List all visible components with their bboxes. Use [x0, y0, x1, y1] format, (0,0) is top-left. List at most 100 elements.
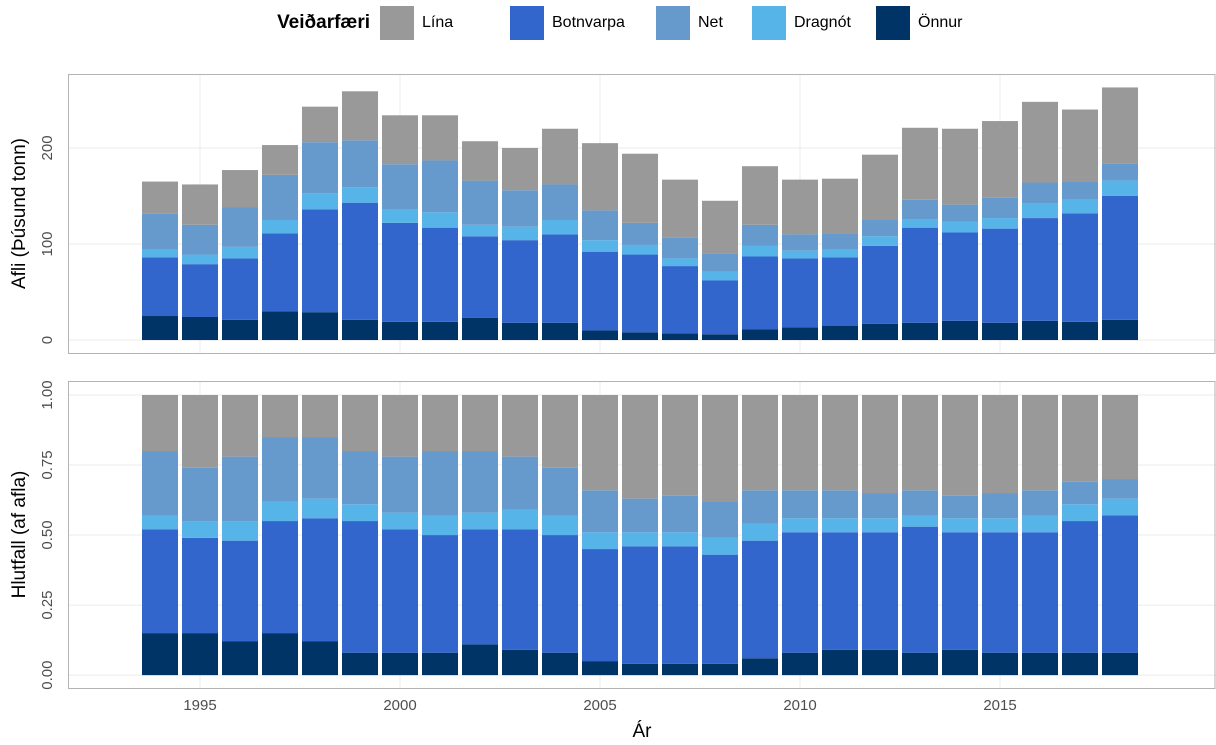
bar-segment [942, 320, 978, 341]
bar-segment [1062, 181, 1098, 200]
bar-segment [1062, 481, 1098, 505]
bar-segment [422, 212, 458, 228]
bar-segment [302, 437, 338, 499]
bar-segment [262, 437, 298, 502]
bar-segment [1022, 652, 1058, 676]
bar-segment [142, 395, 178, 452]
bar-segment [182, 224, 218, 255]
bar-segment [902, 395, 938, 491]
bar-segment [902, 322, 938, 341]
bar-segment [982, 493, 1018, 519]
bar-segment [942, 221, 978, 233]
bar-segment [702, 501, 738, 538]
bar-segment [942, 518, 978, 533]
legend-key [876, 6, 910, 40]
bar-segment [302, 106, 338, 143]
bar-segment [662, 258, 698, 267]
bar-segment [1062, 213, 1098, 322]
panel-border [68, 74, 1216, 354]
bar-segment [622, 153, 658, 223]
bar-segment [142, 633, 178, 676]
bar-segment [662, 179, 698, 238]
bar-segment [142, 213, 178, 250]
bar-segment [782, 234, 818, 251]
bar-segment [982, 228, 1018, 323]
bar-segment [462, 180, 498, 225]
bar-segment [222, 207, 258, 247]
bar-segment [982, 218, 1018, 229]
bar-segment [302, 498, 338, 519]
bar-segment [142, 257, 178, 317]
bar-segment [422, 515, 458, 536]
bar-segment [702, 663, 738, 676]
bar-segment [1062, 652, 1098, 676]
bar-segment [502, 509, 538, 530]
bar-segment [542, 395, 578, 468]
bar-segment [782, 395, 818, 491]
bar-segment [222, 456, 258, 522]
bar-segment [702, 253, 738, 272]
bar-segment [1102, 163, 1138, 181]
bar-segment [502, 456, 538, 510]
bar-segment [542, 535, 578, 653]
bar-segment [902, 526, 938, 653]
bar-segment [542, 515, 578, 536]
bar-segment [1022, 395, 1058, 491]
bar-segment [1062, 521, 1098, 653]
bar-segment [1102, 87, 1138, 164]
bar-segment [342, 521, 378, 653]
bar-segment [702, 280, 738, 335]
bar-segment [462, 512, 498, 530]
bar-segment [622, 498, 658, 533]
bar-segment [822, 490, 858, 519]
x-tick-label: 2015 [983, 697, 1016, 714]
bar-segment [342, 451, 378, 505]
bar-segment [262, 145, 298, 175]
bar-segment [222, 521, 258, 541]
bar-segment [902, 219, 938, 228]
bar-segment [502, 529, 538, 650]
bar-segment [982, 395, 1018, 494]
bar-segment [942, 532, 978, 650]
bar-segment [382, 209, 418, 223]
bar-segment [1102, 479, 1138, 499]
bar-segment [342, 504, 378, 522]
bar-segment [662, 495, 698, 533]
bar-segment [502, 322, 538, 341]
bar-segment [182, 521, 218, 538]
bar-segment [582, 240, 618, 252]
bar-segment [662, 663, 698, 676]
bar-segment [582, 661, 618, 676]
x-axis-label: Ár [633, 721, 653, 742]
bar-segment [662, 266, 698, 334]
bar-segment [302, 209, 338, 313]
bar-segment [302, 193, 338, 210]
bar-segment [942, 649, 978, 676]
bar-segment [982, 121, 1018, 198]
bar-segment [142, 529, 178, 634]
bar-segment [462, 224, 498, 237]
bar-segment [262, 501, 298, 522]
bar-segment [422, 451, 458, 516]
bar-segment [622, 332, 658, 341]
bar-segment [1022, 490, 1058, 516]
bar-segment [862, 236, 898, 246]
y-tick-label: 1.00 [39, 380, 56, 409]
bar-segment [822, 532, 858, 650]
bar-segment [782, 327, 818, 341]
bar-segment [702, 200, 738, 254]
bar-segment [182, 537, 218, 634]
bar-segment [622, 532, 658, 547]
bar-segment [382, 529, 418, 653]
bar-segment [822, 233, 858, 250]
bar-segment [462, 317, 498, 341]
bar-segment [702, 395, 738, 502]
bar-segment [222, 319, 258, 341]
bar-segment [582, 210, 618, 241]
bar-segment [742, 658, 778, 676]
bar-segment [1022, 320, 1058, 341]
bar-segment [862, 154, 898, 220]
bar-segment [182, 633, 218, 676]
bar-segment [1062, 504, 1098, 522]
bar-segment [582, 330, 618, 341]
